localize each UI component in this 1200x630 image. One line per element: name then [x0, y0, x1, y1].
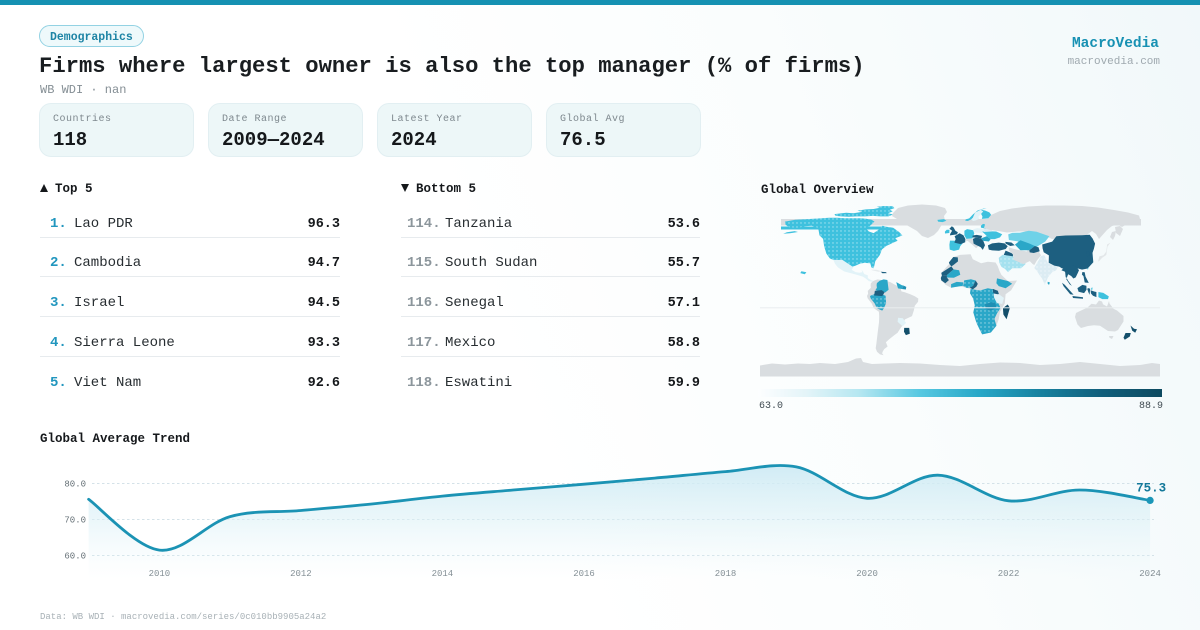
- svg-text:70.0: 70.0: [64, 516, 86, 526]
- svg-text:60.0: 60.0: [64, 552, 86, 562]
- svg-text:80.0: 80.0: [64, 480, 86, 490]
- svg-text:75.3: 75.3: [1136, 481, 1166, 495]
